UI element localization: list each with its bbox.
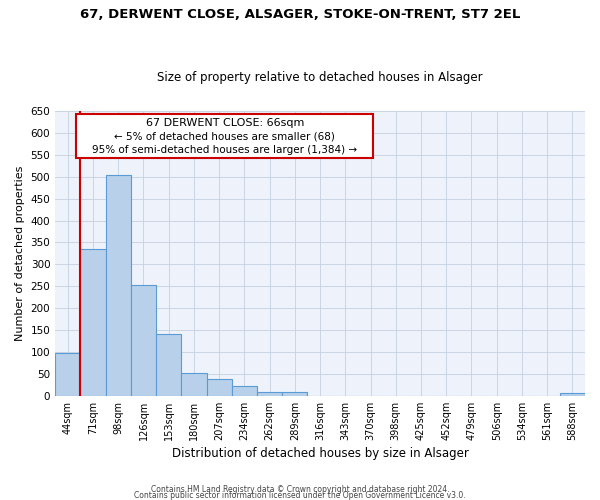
Text: Contains HM Land Registry data © Crown copyright and database right 2024.: Contains HM Land Registry data © Crown c… bbox=[151, 485, 449, 494]
Bar bbox=[206, 379, 232, 396]
Title: Size of property relative to detached houses in Alsager: Size of property relative to detached ho… bbox=[157, 70, 483, 84]
Y-axis label: Number of detached properties: Number of detached properties bbox=[15, 166, 25, 341]
Bar bbox=[181, 372, 206, 396]
Bar bbox=[560, 393, 585, 396]
Bar bbox=[55, 354, 80, 396]
FancyBboxPatch shape bbox=[76, 114, 373, 158]
Bar bbox=[106, 176, 131, 396]
Bar bbox=[282, 392, 307, 396]
Bar bbox=[232, 386, 257, 396]
Text: 67, DERWENT CLOSE, ALSAGER, STOKE-ON-TRENT, ST7 2EL: 67, DERWENT CLOSE, ALSAGER, STOKE-ON-TRE… bbox=[80, 8, 520, 20]
Text: 95% of semi-detached houses are larger (1,384) →: 95% of semi-detached houses are larger (… bbox=[92, 145, 357, 155]
Text: 67 DERWENT CLOSE: 66sqm: 67 DERWENT CLOSE: 66sqm bbox=[146, 118, 304, 128]
X-axis label: Distribution of detached houses by size in Alsager: Distribution of detached houses by size … bbox=[172, 447, 469, 460]
Bar bbox=[156, 334, 181, 396]
Text: ← 5% of detached houses are smaller (68): ← 5% of detached houses are smaller (68) bbox=[114, 132, 335, 142]
Bar bbox=[131, 284, 156, 396]
Bar bbox=[80, 249, 106, 396]
Bar bbox=[257, 392, 282, 396]
Text: Contains public sector information licensed under the Open Government Licence v3: Contains public sector information licen… bbox=[134, 490, 466, 500]
